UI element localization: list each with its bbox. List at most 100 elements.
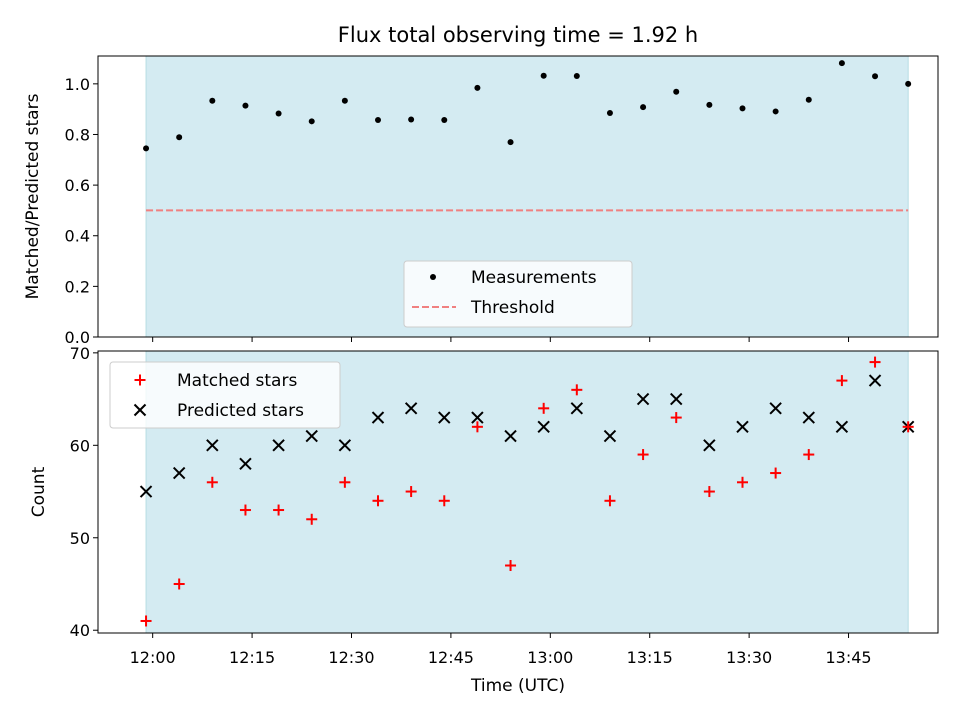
measurement-point	[540, 72, 547, 79]
measurement-point	[606, 109, 613, 116]
marker-stroke	[239, 457, 252, 471]
marker-stroke	[537, 420, 550, 434]
legend-predicted-marker	[133, 403, 147, 417]
marker-stroke	[802, 411, 815, 424]
marker-stroke	[404, 402, 418, 415]
matched-star-point	[239, 504, 251, 516]
measurement-point	[905, 80, 912, 87]
matched-star-point	[505, 560, 517, 572]
top-legend-box	[403, 260, 633, 328]
matched-star-point	[803, 449, 815, 461]
matched-star-point	[770, 467, 782, 479]
measurement-points	[143, 60, 912, 152]
measurement-point	[341, 97, 348, 104]
matched-star-point	[372, 495, 384, 507]
y-tick-label: 0.4	[65, 227, 90, 246]
marker-stroke	[504, 429, 517, 443]
matched-star-point	[471, 421, 483, 433]
x-tick-label: 12:00	[130, 648, 176, 667]
predicted-star-point	[868, 374, 882, 387]
y-tick-label: 0.0	[65, 328, 90, 347]
matched-star-point	[273, 504, 285, 516]
matched-star-point	[869, 356, 881, 368]
bottom-y-axis: 40 50 60 70	[70, 344, 98, 640]
star-count-points	[139, 356, 915, 627]
predicted-star-point	[139, 485, 153, 498]
matched-star-point	[637, 449, 649, 461]
x-tick-label: 13:45	[825, 648, 871, 667]
x-tick-label: 12:45	[428, 648, 474, 667]
top-legend: Measurements Threshold	[403, 260, 633, 328]
bottom-axes-frame	[97, 350, 939, 634]
measurement-point	[739, 105, 746, 112]
marker-stroke	[570, 402, 584, 415]
matched-star-point	[571, 384, 583, 396]
marker-stroke	[703, 439, 716, 452]
predicted-star-point	[504, 429, 517, 443]
predicted-star-point	[172, 466, 186, 480]
x-tick-label: 12:15	[229, 648, 275, 667]
y-tick-label: 70	[70, 344, 90, 363]
marker-stroke	[636, 392, 650, 406]
measurement-point	[872, 73, 879, 80]
marker-stroke	[670, 392, 683, 406]
marker-stroke	[305, 429, 318, 443]
marker-stroke	[139, 485, 153, 498]
legend-matched-label: Matched stars	[177, 371, 297, 391]
y-tick-label: 1.0	[65, 75, 90, 94]
measurement-point	[143, 145, 150, 152]
measurement-point	[308, 118, 315, 125]
measurement-point	[573, 72, 580, 79]
matched-star-point	[902, 421, 914, 433]
measurement-point	[805, 96, 812, 103]
predicted-star-point	[272, 439, 285, 452]
x-tick-label: 13:30	[726, 648, 772, 667]
chart-title: Flux total observing time = 1.92 h	[338, 23, 698, 47]
matched-star-point	[405, 486, 417, 498]
matched-star-point	[670, 412, 682, 424]
measurement-point	[507, 139, 514, 146]
matched-star-point	[339, 476, 351, 488]
legend-x-glyph	[133, 403, 147, 417]
matched-star-point	[206, 476, 218, 488]
marker-stroke	[736, 420, 749, 434]
predicted-star-point	[670, 392, 683, 406]
x-tick-label: 13:15	[627, 648, 673, 667]
measurement-point	[772, 108, 779, 115]
predicted-star-point	[239, 457, 252, 471]
x-axis-label: Time (UTC)	[470, 676, 565, 696]
legend-threshold-label: Threshold	[470, 298, 555, 318]
matched-star-point	[703, 486, 715, 498]
marker-stroke	[206, 439, 219, 452]
marker-stroke	[769, 402, 782, 415]
legend-matched-marker	[134, 374, 146, 386]
marker-stroke	[133, 403, 147, 417]
measurement-point	[706, 101, 713, 108]
measurement-point	[838, 60, 845, 67]
bottom-y-axis-label: Count	[29, 466, 49, 517]
top-panel: 0.0 0.2 0.4 0.6 0.8 1.0 Matched/Predicted sta…	[23, 55, 939, 347]
predicted-star-point	[371, 411, 385, 424]
bottom-legend: Matched stars Predicted stars	[109, 361, 341, 429]
matched-star-point	[306, 513, 318, 525]
predicted-star-point	[338, 439, 352, 452]
predicted-star-point	[736, 420, 749, 434]
predicted-star-point	[835, 420, 849, 434]
measurement-point	[375, 117, 381, 124]
y-tick-label: 40	[70, 621, 90, 640]
predicted-star-point	[404, 402, 418, 415]
top-y-axis: 0.0 0.2 0.4 0.6 0.8 1.0	[65, 75, 98, 347]
matched-star-point	[836, 375, 848, 387]
measurement-point	[176, 134, 183, 141]
matched-star-point	[604, 495, 616, 507]
predicted-star-point	[570, 402, 584, 415]
matched-star-point	[140, 615, 152, 627]
marker-stroke	[603, 429, 617, 443]
measurement-point	[408, 116, 415, 123]
bottom-legend-box	[109, 361, 341, 429]
matched-star-point	[438, 495, 450, 507]
top-x-axis-ticks	[152, 337, 850, 342]
marker-stroke	[272, 439, 285, 452]
marker-stroke	[172, 466, 186, 480]
